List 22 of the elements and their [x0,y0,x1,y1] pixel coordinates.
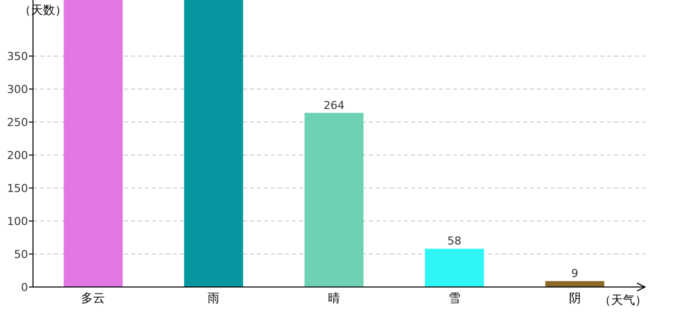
bar [545,281,604,287]
bar [64,0,123,287]
y-tick-label: 0 [21,281,28,294]
y-tick-label: 150 [7,182,28,196]
y-tick-label: 250 [7,116,28,130]
x-tick-label: 晴 [328,291,340,305]
y-tick-label: 50 [14,248,28,262]
bar [424,248,484,287]
x-tick-label: 雪 [448,291,460,305]
data-label: 264 [324,98,344,112]
x-axis-title: （天气） [599,293,647,307]
data-label: 58 [447,234,462,248]
x-tick-label: 雨 [208,291,220,305]
y-tick-label: 300 [7,83,28,96]
x-tick-label: 多云 [81,291,106,305]
bar [304,112,364,287]
y-tick-label: 350 [7,50,28,64]
y-tick-label: 100 [7,215,28,228]
y-tick-label: 200 [7,149,28,162]
x-tick-label: 阴 [568,291,581,305]
bar [184,0,244,287]
data-label: 9 [571,267,578,280]
